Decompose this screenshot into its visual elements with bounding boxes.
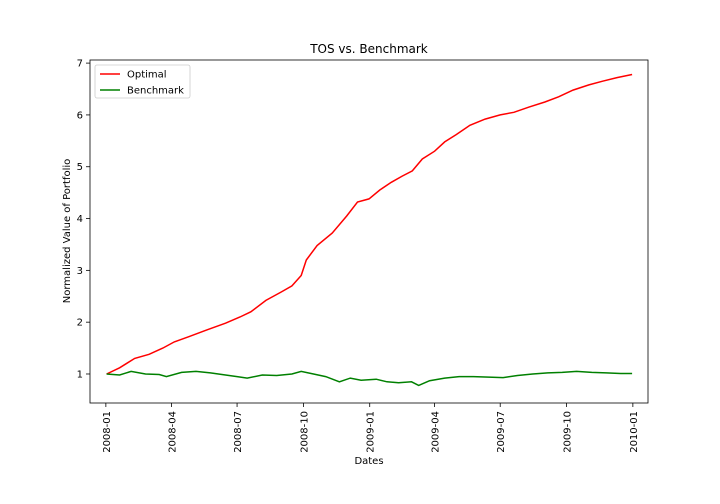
x-tick-label: 2008-01 — [102, 411, 113, 453]
x-tick-label: 2008-07 — [233, 411, 244, 453]
legend-label-benchmark: Benchmark — [127, 86, 184, 97]
x-tick-label: 2008-10 — [299, 411, 310, 453]
y-axis-label: Normalized Value of Portfolio — [62, 159, 73, 303]
series-line-optimal — [106, 73, 633, 375]
x-tick-label: 2009-01 — [366, 411, 377, 453]
x-tick-label: 2009-10 — [563, 411, 574, 453]
legend: Optimal Benchmark — [94, 64, 191, 99]
y-axis: 1 2 3 4 5 6 7 — [77, 59, 90, 380]
x-tick-label: 2009-04 — [431, 411, 442, 453]
chart-title: TOS vs. Benchmark — [309, 42, 428, 56]
x-tick-label: 2010-01 — [629, 411, 640, 453]
plot-lines — [106, 73, 633, 387]
x-axis-label: Dates — [354, 456, 383, 467]
y-tick-label: 7 — [77, 59, 83, 70]
y-tick-label: 1 — [77, 369, 83, 380]
x-axis: 2008-01 2008-04 2008-07 2008-10 2009-01 2009-… — [102, 403, 640, 453]
legend-label-optimal: Optimal — [127, 70, 167, 81]
series-line-benchmark — [106, 370, 633, 387]
y-tick-label: 6 — [77, 110, 83, 121]
y-tick-label: 4 — [77, 214, 83, 225]
x-tick-label: 2008-04 — [167, 411, 178, 453]
y-tick-label: 5 — [77, 162, 83, 173]
plot-frame — [89, 59, 649, 404]
y-tick-label: 2 — [77, 318, 83, 329]
x-tick-label: 2009-07 — [496, 411, 507, 453]
y-tick-label: 3 — [77, 266, 83, 277]
